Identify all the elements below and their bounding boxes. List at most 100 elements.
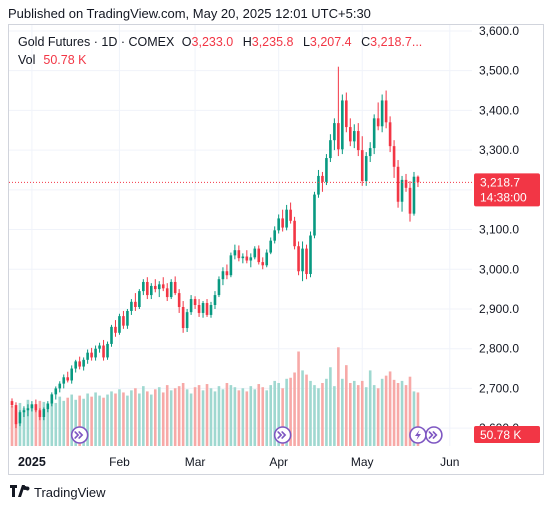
candle[interactable] xyxy=(245,250,249,264)
candle[interactable] xyxy=(321,171,324,192)
candle[interactable] xyxy=(193,296,197,309)
candle[interactable] xyxy=(333,118,336,151)
candle[interactable] xyxy=(62,374,66,389)
candle[interactable] xyxy=(173,276,177,296)
candle[interactable] xyxy=(165,283,169,302)
candle[interactable] xyxy=(169,279,173,300)
candle[interactable] xyxy=(301,241,304,282)
candle[interactable] xyxy=(416,175,420,188)
candle[interactable] xyxy=(269,237,272,255)
candle[interactable] xyxy=(150,283,153,300)
candle[interactable] xyxy=(209,301,213,318)
candle[interactable] xyxy=(313,191,316,239)
candle[interactable] xyxy=(325,154,328,186)
candle[interactable] xyxy=(237,245,241,262)
candle[interactable] xyxy=(185,308,189,333)
candle[interactable] xyxy=(404,173,408,192)
candle[interactable] xyxy=(221,267,225,286)
candle[interactable] xyxy=(102,339,105,361)
candle[interactable] xyxy=(249,253,253,268)
candle[interactable] xyxy=(22,406,26,418)
candle[interactable] xyxy=(74,359,77,373)
candle[interactable] xyxy=(400,175,404,212)
candle[interactable] xyxy=(201,301,205,318)
candle[interactable] xyxy=(50,392,54,407)
candle[interactable] xyxy=(241,253,245,264)
candle[interactable] xyxy=(26,404,30,417)
candle[interactable] xyxy=(134,293,137,311)
candle[interactable] xyxy=(408,181,412,222)
candle[interactable] xyxy=(277,214,280,234)
dividend-arrow-icon[interactable] xyxy=(273,426,292,444)
candle[interactable] xyxy=(257,245,261,265)
candle[interactable] xyxy=(42,407,46,421)
candle[interactable] xyxy=(396,160,400,208)
candle[interactable] xyxy=(189,295,193,315)
candle[interactable] xyxy=(297,241,300,276)
candle[interactable] xyxy=(157,281,161,298)
candle[interactable] xyxy=(345,92,348,133)
candle[interactable] xyxy=(289,202,292,224)
candle[interactable] xyxy=(106,341,109,360)
candle[interactable] xyxy=(341,94,344,155)
candle[interactable] xyxy=(153,279,157,293)
candle[interactable] xyxy=(388,116,392,153)
candle[interactable] xyxy=(130,299,133,315)
candle[interactable] xyxy=(205,299,209,317)
candle[interactable] xyxy=(217,276,221,298)
candle[interactable] xyxy=(213,291,217,309)
candle[interactable] xyxy=(273,226,276,244)
candle[interactable] xyxy=(349,118,352,147)
candle[interactable] xyxy=(126,308,129,329)
candle[interactable] xyxy=(90,347,93,361)
candle[interactable] xyxy=(46,401,50,413)
candle[interactable] xyxy=(54,386,58,400)
candle[interactable] xyxy=(82,357,85,371)
candle[interactable] xyxy=(161,277,165,292)
candle[interactable] xyxy=(34,399,38,413)
candle[interactable] xyxy=(281,209,284,232)
candle[interactable] xyxy=(261,257,265,270)
candle[interactable] xyxy=(305,244,308,280)
candle[interactable] xyxy=(122,310,125,329)
candle[interactable] xyxy=(58,381,62,393)
split-lightning-icon[interactable] xyxy=(409,426,427,444)
candle[interactable] xyxy=(110,324,113,347)
candle[interactable] xyxy=(412,171,416,216)
candle[interactable] xyxy=(229,252,233,278)
candle[interactable] xyxy=(18,410,22,427)
candle[interactable] xyxy=(380,94,384,133)
candle[interactable] xyxy=(181,301,185,333)
candle[interactable] xyxy=(146,277,149,300)
candle[interactable] xyxy=(233,244,237,260)
candle[interactable] xyxy=(10,398,14,408)
candle[interactable] xyxy=(118,313,121,335)
candle[interactable] xyxy=(376,102,380,131)
candle[interactable] xyxy=(356,123,360,157)
candle[interactable] xyxy=(225,264,229,280)
candle[interactable] xyxy=(317,169,320,198)
candle[interactable] xyxy=(70,365,73,384)
candle[interactable] xyxy=(392,140,396,178)
candle[interactable] xyxy=(360,136,364,186)
candle[interactable] xyxy=(368,142,372,163)
candle[interactable] xyxy=(384,90,388,129)
candle[interactable] xyxy=(142,279,145,296)
candle[interactable] xyxy=(293,216,296,250)
candle[interactable] xyxy=(78,356,81,370)
candle[interactable] xyxy=(309,231,312,278)
candle[interactable] xyxy=(372,114,376,155)
candle[interactable] xyxy=(253,246,257,260)
candle[interactable] xyxy=(364,152,368,186)
dividend-arrow-icon[interactable] xyxy=(425,426,443,444)
candle[interactable] xyxy=(285,204,288,231)
candle[interactable] xyxy=(86,349,89,364)
candle[interactable] xyxy=(352,124,356,149)
candle[interactable] xyxy=(30,401,34,412)
candle[interactable] xyxy=(265,249,269,268)
candle[interactable] xyxy=(177,289,181,313)
candle[interactable] xyxy=(337,66,340,157)
candle[interactable] xyxy=(197,299,201,317)
candle[interactable] xyxy=(138,289,141,309)
